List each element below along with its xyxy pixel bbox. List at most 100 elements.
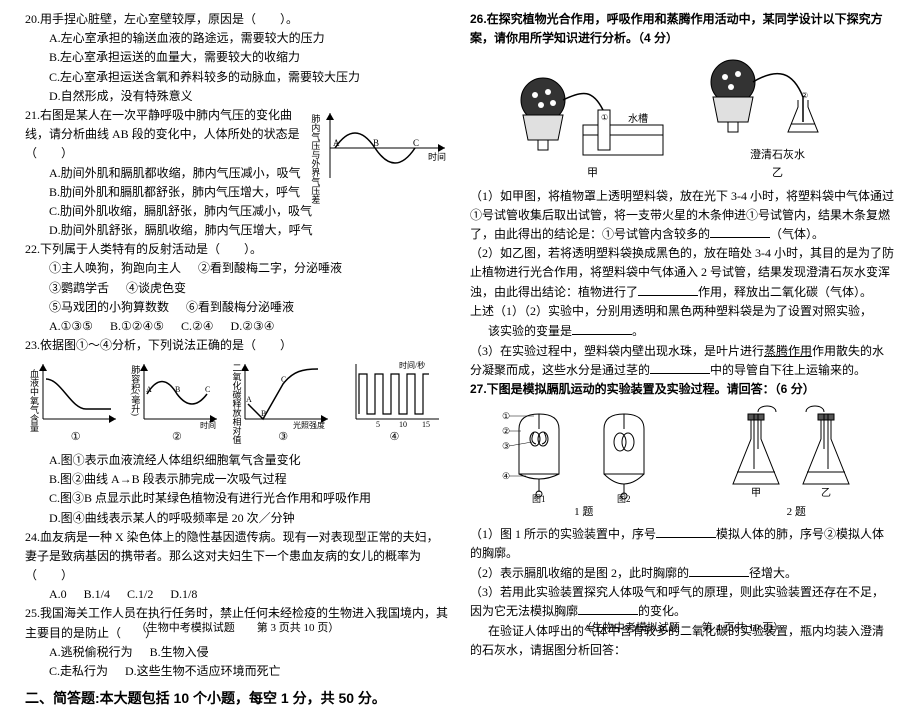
svg-text:④: ④ xyxy=(502,471,510,481)
q27-p2a: （2）表示膈肌收缩的是图 2，此时胸廓的 xyxy=(470,566,689,580)
q26-p4: （3）在实验过程中，塑料袋内壁出现水珠，是叶片进行蒸腾作用作用散失的水分凝聚而成… xyxy=(470,342,895,380)
q27-p1: （1）图 1 所示的实验装置中，序号模拟人体的肺，序号②模拟人体的胸廓。 xyxy=(470,525,895,563)
svg-text:时间: 时间 xyxy=(200,420,216,429)
q20-a: A.左心室承担的输送血液的路途远，需要较大的压力 xyxy=(25,29,450,48)
q23-stem: 23.依据图①～④分析，下列说法正确的是（ ） xyxy=(25,336,450,355)
q26-p3b: 该实验的变量是 xyxy=(488,324,572,338)
q25-opts: A.逃税偷税行为 B.生物入侵 xyxy=(25,643,450,662)
q20-c: C.左心室承担运送含氧和养料较多的动脉血，需要较大压力 xyxy=(25,68,450,87)
svg-text:A: A xyxy=(246,395,252,404)
q23-fig2-y: 肺容积(毫升) xyxy=(128,365,142,416)
svg-text:时间: 时间 xyxy=(428,151,446,162)
svg-text:B: B xyxy=(175,385,180,394)
q22-o5: ⑤马戏团的小狗算数数 xyxy=(49,298,169,317)
q22-o2: ②看到酸梅二字，分泌唾液 xyxy=(198,259,342,278)
q24-b: B.1/4 xyxy=(84,585,110,604)
q23-figures: 血液中氧气含量 ① A B C 时间 肺容积(毫升) ② xyxy=(25,359,450,447)
q23-b: B.图②曲线 A→B 段表示肺完成一次吸气过程 xyxy=(25,470,450,489)
q27-fig-bell: ① ② ③ ④ 图1 图2 1 题 xyxy=(494,404,674,522)
q27-title1: 1 题 xyxy=(494,504,674,522)
footer-left: （生物中考模拟试题 第 3 页共 10 页） xyxy=(15,620,460,638)
q23-fig3-y: 二氧化碳释放相对值 xyxy=(229,363,243,444)
q25-a: A.逃税偷税行为 xyxy=(49,643,133,662)
q22-o1: ①主人唤狗，狗跑向主人 xyxy=(49,259,181,278)
svg-text:②: ② xyxy=(801,91,808,100)
q26-p2: （2）如乙图，若将透明塑料袋换成黑色的，放在暗处 3-4 小时，其目的是为了防止… xyxy=(470,244,895,302)
q27-p3b: 的变化。 xyxy=(638,604,686,618)
blank xyxy=(572,323,632,335)
q26-p4c: 中的导管自下往上运输来的。 xyxy=(710,363,866,377)
q23-c: C.图③B 点显示此时某绿色植物没有进行光合作用和呼吸作用 xyxy=(25,489,450,508)
blank xyxy=(650,362,710,374)
svg-text:15: 15 xyxy=(422,420,430,429)
q27-p2b: 径增大。 xyxy=(749,566,797,580)
q22-o3: ③鹦鹉学舌 xyxy=(49,279,109,298)
q22-o6: ⑥看到酸梅分泌唾液 xyxy=(186,298,294,317)
q27-figures: ① ② ③ ④ 图1 图2 1 题 xyxy=(470,404,895,522)
q26-p3a: 上述（1）（2）实验中，分别用透明和黑色两种塑料袋是为了设置对照实验， xyxy=(470,304,872,318)
svg-text:②: ② xyxy=(502,426,510,436)
svg-text:③: ③ xyxy=(502,441,510,451)
q27-stem: 27.下图是模拟膈肌运动的实验装置及实验过程。请回答：（6 分） xyxy=(470,380,895,399)
q20-d: D.自然形成，没有特殊意义 xyxy=(25,87,450,106)
svg-text:甲: 甲 xyxy=(751,488,761,499)
svg-text:①: ① xyxy=(601,113,608,122)
q23-d: D.图④曲线表示某人的呼吸频率是 20 次／分钟 xyxy=(25,509,450,528)
q27-title2: 2 题 xyxy=(721,504,871,522)
q26-figures: ① 水槽 甲 ② 澄清石灰水 乙 xyxy=(470,52,895,182)
q27-p2: （2）表示膈肌收缩的是图 2，此时胸廓的 径增大。 xyxy=(470,564,895,583)
q24-stem: 24.血友病是一种 X 染色体上的隐性基因遗传病。现有一对表现型正常的夫妇，妻子… xyxy=(25,528,450,586)
q20-stem: 20.用手捏心脏壁，左心室壁较厚，原因是（ ）。 xyxy=(25,10,450,29)
q25-b: B.生物入侵 xyxy=(150,643,209,662)
blank xyxy=(578,603,638,615)
svg-text:B: B xyxy=(373,138,379,148)
svg-text:乙: 乙 xyxy=(821,487,831,499)
q25-opts2: C.走私行为 D.这些生物不适应环境而死亡 xyxy=(25,662,450,681)
svg-text:5: 5 xyxy=(376,420,380,429)
q26-lime-label: 澄清石灰水 xyxy=(703,147,853,165)
svg-text:C: C xyxy=(281,375,286,384)
blank xyxy=(689,565,749,577)
q23-fig4: 5 10 15 时间/秒 ④ xyxy=(344,359,444,447)
q24-d: D.1/8 xyxy=(170,585,197,604)
q26-p4a: （3）在实验过程中，塑料袋内壁出现水珠，是叶片进行 xyxy=(470,344,764,358)
q26-p2b: 作用，释放出二氧化碳（气体）。 xyxy=(698,285,872,299)
svg-text:图2: 图2 xyxy=(617,494,631,504)
q26-stem: 26.在探究植物光合作用，呼吸作用和蒸腾作用活动中，某同学设计以下探究方案，请你… xyxy=(470,10,895,48)
svg-text:B: B xyxy=(261,409,266,418)
blank xyxy=(656,526,716,538)
q22-b: B.①②④⑤ xyxy=(110,317,164,336)
q25-d: D.这些生物不适应环境而死亡 xyxy=(125,662,281,681)
q23-l2: ② xyxy=(132,429,222,447)
q21-d: D.肋间外肌舒张，膈肌收缩，肺内气压增大，呼气 xyxy=(25,221,450,240)
svg-text:时间/秒: 时间/秒 xyxy=(399,360,425,370)
q23-l3: ③ xyxy=(233,429,333,447)
q24-a: A.0 xyxy=(49,585,67,604)
q22-choices: ①主人唤狗，狗跑向主人 ②看到酸梅二字，分泌唾液 ③鹦鹉学舌 ④谈虎色变 ⑤马戏… xyxy=(25,259,450,336)
q23-l4: ④ xyxy=(344,429,444,447)
svg-text:C: C xyxy=(205,385,210,394)
q26-p3: 上述（1）（2）实验中，分别用透明和黑色两种塑料袋是为了设置对照实验， xyxy=(470,302,895,321)
q26-p1: （1）如甲图，将植物罩上透明塑料袋，放在光下 3-4 小时，将塑料袋中气体通过①… xyxy=(470,187,895,245)
blank xyxy=(710,226,770,238)
svg-text:图1: 图1 xyxy=(532,494,546,504)
q21-c: C.肋间外肌收缩，膈肌舒张，肺内气压减小，吸气 xyxy=(25,202,450,221)
left-column: 20.用手捏心脏壁，左心室壁较厚，原因是（ ）。 A.左心室承担的输送血液的路途… xyxy=(15,10,460,640)
q21-figure: A B C 时间 肺内气压与外界气压差 xyxy=(310,108,450,186)
q27-fig-flask: 甲 乙 2 题 xyxy=(721,404,871,522)
q26-p3b-line: 该实验的变量是 。 xyxy=(470,322,895,341)
q22-stem: 22.下列属于人类特有的反射活动是（ ）。 xyxy=(25,240,450,259)
q24-opts: A.0 B.1/4 C.1/2 D.1/8 xyxy=(25,585,450,604)
q22-o4: ④谈虎色变 xyxy=(126,279,186,298)
q26-p3c: 。 xyxy=(632,324,644,338)
svg-text:A: A xyxy=(146,385,152,394)
q25-c: C.走私行为 xyxy=(49,662,108,681)
q26-yi-label: 乙 xyxy=(703,165,853,183)
blank xyxy=(638,284,698,296)
q23-fig1: 血液中氧气含量 ① xyxy=(31,359,121,447)
q27-p3: （3）若用此实验装置探究人体吸气和呼气的原理，则此实验装置还存在不足，因为它无法… xyxy=(470,583,895,621)
footer-right: （生物中考模拟试题 第 4 页共 10 页） xyxy=(460,620,905,638)
q26-p4u: 蒸腾作用 xyxy=(764,344,812,358)
svg-text:光照强度: 光照强度 xyxy=(293,420,325,429)
q26-fig-jia: ① 水槽 甲 xyxy=(513,70,673,183)
